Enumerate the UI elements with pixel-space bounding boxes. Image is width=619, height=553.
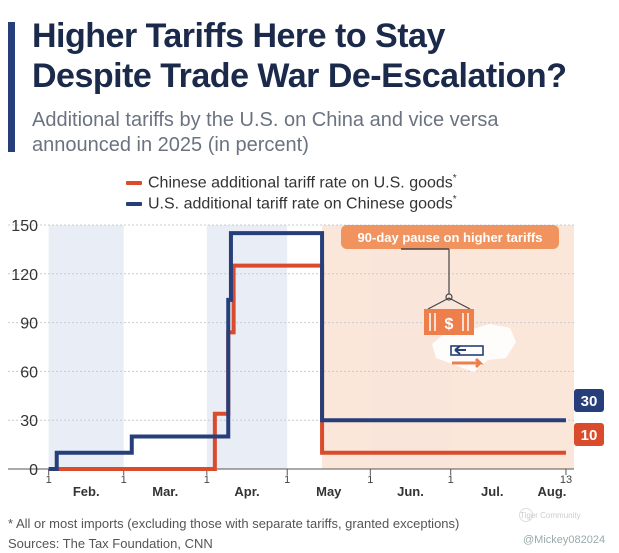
x-axis-ticks: 1 1 1 1 1 1 13 Feb. Mar. Apr. May Jun. Jul. Aug. [46, 469, 572, 499]
series-lines [48, 231, 566, 471]
month-label: May [316, 484, 342, 499]
month-band [206, 225, 288, 469]
x-tick-label: 1 [46, 474, 52, 486]
month-label: Feb. [73, 484, 100, 499]
y-tick-label: 90 [20, 316, 38, 333]
tariff-chart: 0 30 60 90 120 150 1 1 1 1 1 1 13 Feb. Mar. Apr. May Jun… [8, 218, 604, 499]
y-axis-ticks: 0 30 60 90 120 150 [11, 218, 38, 479]
x-tick-label: 1 [121, 474, 127, 486]
end-badge-us [574, 389, 604, 412]
x-tick-label: 1 [367, 474, 373, 486]
month-label: Jul. [481, 484, 503, 499]
subtitle-line-1: Additional tariffs by the U.S. on China … [32, 109, 499, 131]
legend: Chinese additional tariff rate on U.S. g… [126, 172, 457, 214]
chart-title: Higher Tariffs Here to Stay Despite Trad… [32, 16, 612, 96]
month-band [48, 225, 124, 469]
end-labels: 30 10 [574, 389, 604, 446]
legend-item-us: U.S. additional tariff rate on Chinese g… [126, 193, 457, 214]
legend-label-china: Chinese additional tariff rate on U.S. g… [148, 174, 453, 192]
end-badge-china [574, 423, 604, 446]
legend-marker-china: * [452, 172, 457, 184]
end-label-us: 30 [581, 393, 598, 410]
svg-text:$: $ [445, 316, 454, 333]
month-label: Apr. [234, 484, 259, 499]
month-label: Jun. [397, 484, 424, 499]
y-tick-label: 30 [20, 413, 38, 430]
legend-swatch-china [126, 180, 142, 185]
legend-label-us: U.S. additional tariff rate on Chinese g… [148, 195, 453, 213]
footnote: * All or most imports (excluding those w… [8, 516, 460, 531]
month-label: Mar. [152, 484, 178, 499]
title-accent-bar [8, 22, 15, 152]
title-line-1: Higher Tariffs Here to Stay [32, 17, 445, 55]
legend-swatch-us [126, 201, 142, 206]
pause-label: 90-day pause on higher tariffs [358, 230, 543, 245]
end-label-china: 10 [581, 427, 598, 444]
legend-item-china: Chinese additional tariff rate on U.S. g… [126, 172, 457, 193]
month-label: Aug. [538, 484, 567, 499]
x-tick-label: 13 [560, 474, 572, 486]
series-line-us [48, 231, 566, 471]
shipping-container-dollar-icon: $ [401, 248, 516, 372]
sources: Sources: The Tax Foundation, CNN [8, 536, 213, 551]
y-tick-label: 120 [11, 267, 38, 284]
watermark: Tiger Community [520, 511, 581, 520]
chart-subtitle: Additional tariffs by the U.S. on China … [32, 108, 592, 158]
y-tick-label: 60 [20, 364, 38, 381]
y-tick-label: 150 [11, 218, 38, 235]
subtitle-line-2: announced in 2025 (in percent) [32, 134, 309, 156]
y-tick-label: 0 [29, 462, 38, 479]
legend-marker-us: * [452, 193, 457, 205]
title-line-2: Despite Trade War De-Escalation? [32, 57, 567, 95]
watermark-logo-icon [519, 508, 533, 522]
pause-badge [341, 225, 559, 249]
x-tick-label: 1 [284, 474, 290, 486]
x-tick-label: 1 [448, 474, 454, 486]
pause-annotation: 90-day pause on higher tariffs $ [341, 225, 559, 372]
user-tag: @Mickey082024 [523, 534, 606, 546]
x-tick-label: 1 [204, 474, 210, 486]
